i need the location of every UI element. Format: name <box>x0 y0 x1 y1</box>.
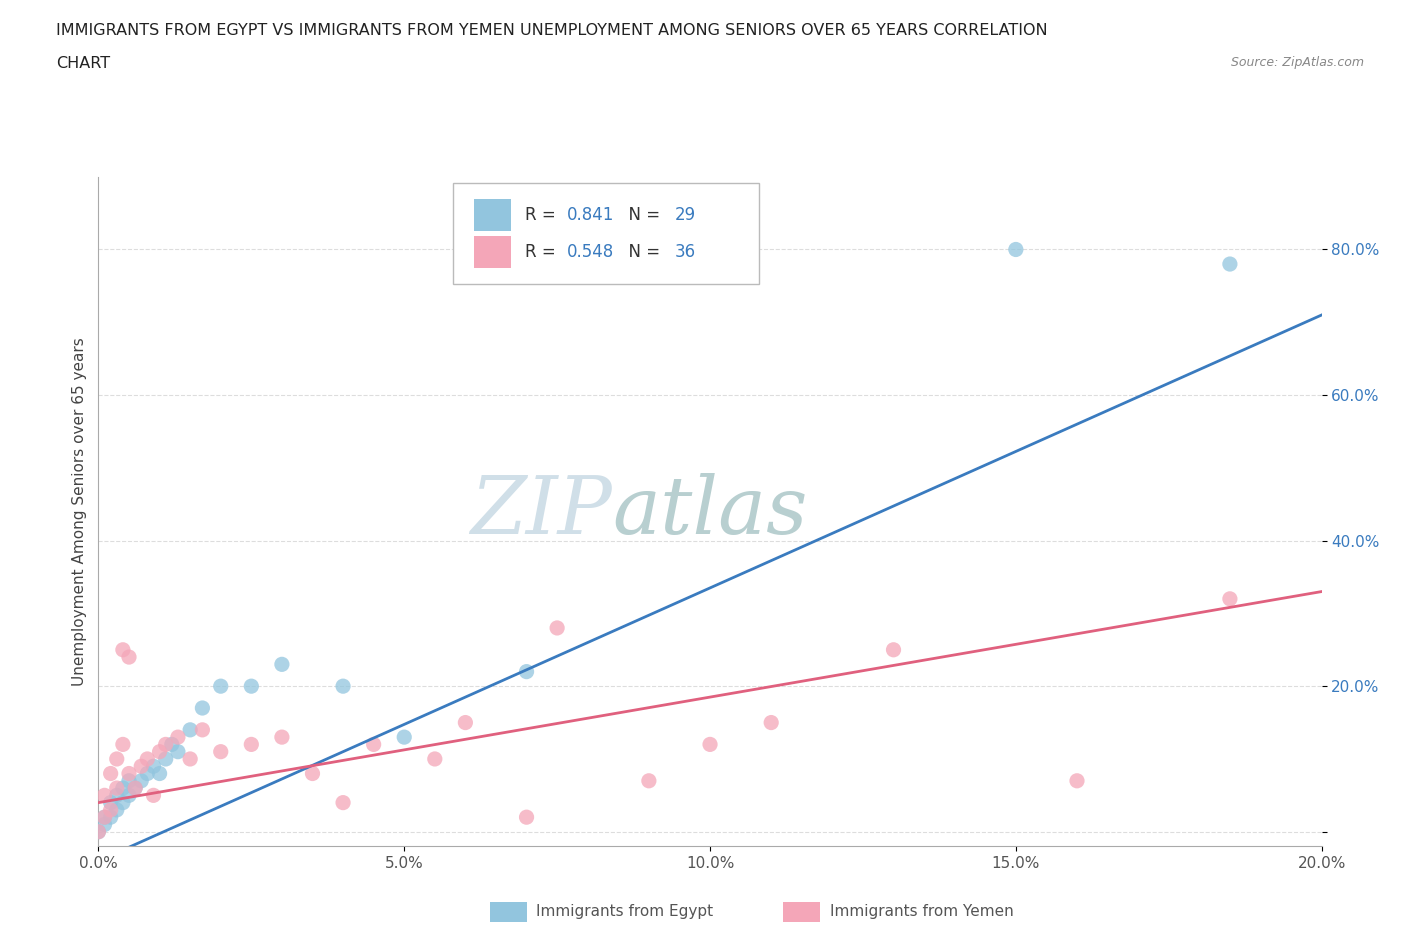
Text: IMMIGRANTS FROM EGYPT VS IMMIGRANTS FROM YEMEN UNEMPLOYMENT AMONG SENIORS OVER 6: IMMIGRANTS FROM EGYPT VS IMMIGRANTS FROM… <box>56 23 1047 38</box>
Point <box>111 780 134 795</box>
Point <box>191 723 214 737</box>
Point <box>87 824 110 839</box>
Point <box>124 780 146 795</box>
FancyBboxPatch shape <box>474 199 510 231</box>
Text: N =: N = <box>619 206 665 224</box>
Point <box>1219 591 1241 606</box>
Point <box>118 650 141 665</box>
Point <box>105 803 128 817</box>
Point <box>1219 257 1241 272</box>
Point <box>142 788 165 803</box>
Point <box>1004 242 1026 257</box>
FancyBboxPatch shape <box>474 236 510 269</box>
Point <box>129 774 152 789</box>
Text: 0.841: 0.841 <box>567 206 614 224</box>
FancyBboxPatch shape <box>783 902 820 922</box>
Point <box>270 657 292 671</box>
Y-axis label: Unemployment Among Seniors over 65 years: Unemployment Among Seniors over 65 years <box>72 338 87 686</box>
Point <box>209 679 232 694</box>
Point <box>301 766 323 781</box>
Point <box>136 751 159 766</box>
Point <box>105 788 128 803</box>
Point <box>546 620 568 635</box>
Text: ZIP: ZIP <box>471 472 612 551</box>
Point <box>516 664 538 679</box>
Point <box>149 744 172 759</box>
Point <box>93 810 115 825</box>
Point <box>209 744 232 759</box>
Text: R =: R = <box>526 206 561 224</box>
Point <box>142 759 165 774</box>
Point <box>93 817 115 832</box>
Point <box>332 795 354 810</box>
Text: 36: 36 <box>675 244 696 261</box>
Point <box>363 737 385 751</box>
Text: R =: R = <box>526 244 561 261</box>
Point <box>93 810 115 825</box>
Point <box>240 679 263 694</box>
Text: N =: N = <box>619 244 665 261</box>
Point <box>759 715 782 730</box>
Point <box>392 730 416 745</box>
Point <box>100 795 122 810</box>
Point <box>111 737 134 751</box>
Point <box>332 679 354 694</box>
Point <box>167 744 190 759</box>
Point <box>155 751 177 766</box>
Point <box>93 788 115 803</box>
Text: Immigrants from Yemen: Immigrants from Yemen <box>830 904 1014 920</box>
Point <box>454 715 477 730</box>
Point <box>516 810 538 825</box>
Point <box>100 803 122 817</box>
Point <box>129 759 152 774</box>
Text: 29: 29 <box>675 206 696 224</box>
Point <box>883 643 905 658</box>
Point <box>100 810 122 825</box>
Point <box>87 824 110 839</box>
Point <box>118 766 141 781</box>
Text: Immigrants from Egypt: Immigrants from Egypt <box>536 904 713 920</box>
Point <box>118 774 141 789</box>
Point <box>637 774 661 789</box>
Point <box>191 700 214 715</box>
Point <box>699 737 721 751</box>
Point <box>240 737 263 751</box>
Point <box>1066 774 1088 789</box>
Point <box>124 780 146 795</box>
Point <box>270 730 292 745</box>
Point <box>105 780 128 795</box>
Point <box>111 643 134 658</box>
Point <box>100 766 122 781</box>
FancyBboxPatch shape <box>489 902 526 922</box>
Point <box>136 766 159 781</box>
Point <box>423 751 446 766</box>
Point <box>149 766 172 781</box>
Point <box>167 730 190 745</box>
Point <box>111 795 134 810</box>
Text: Source: ZipAtlas.com: Source: ZipAtlas.com <box>1230 56 1364 69</box>
Text: CHART: CHART <box>56 56 110 71</box>
Text: 0.548: 0.548 <box>567 244 614 261</box>
Text: atlas: atlas <box>612 472 807 551</box>
Point <box>105 751 128 766</box>
Point <box>118 788 141 803</box>
Point <box>155 737 177 751</box>
FancyBboxPatch shape <box>453 183 759 284</box>
Point <box>160 737 183 751</box>
Point <box>179 723 201 737</box>
Point <box>179 751 201 766</box>
